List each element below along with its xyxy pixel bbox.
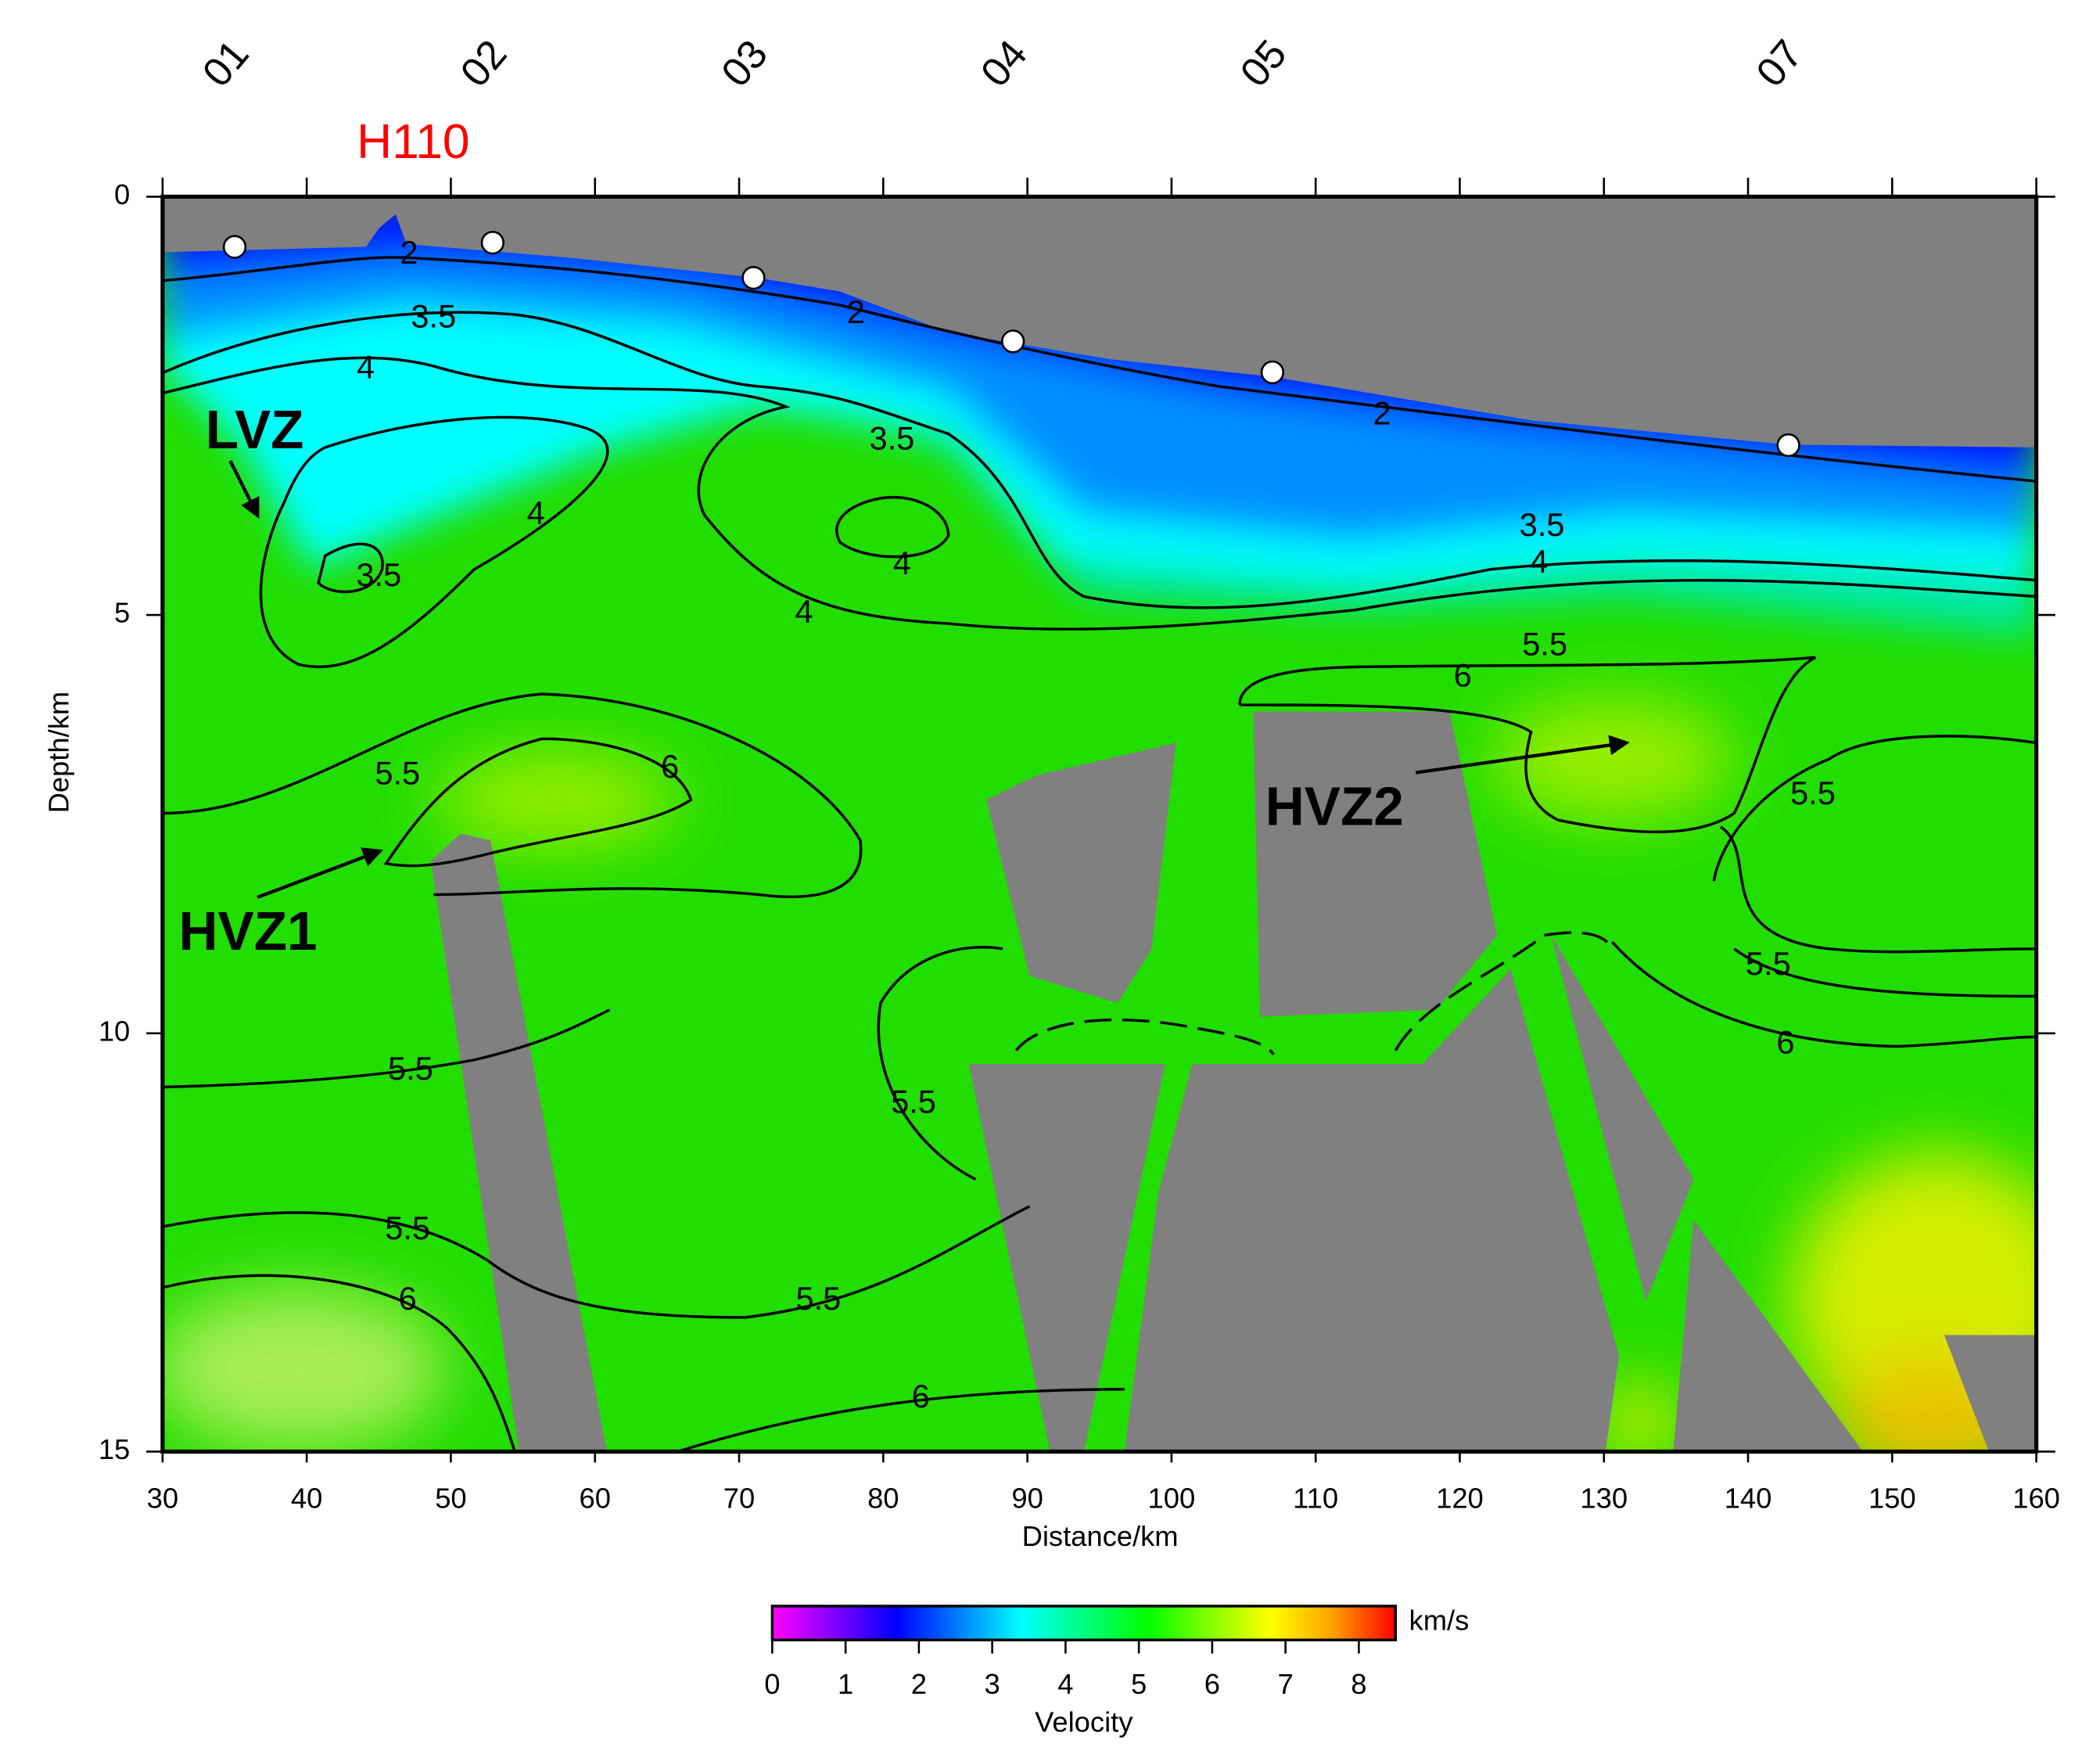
station [1776,433,1800,458]
station-label: 04 [972,31,1036,95]
annotation: HVZ1 [178,900,317,961]
x-tick-label: 40 [291,1482,322,1514]
colorbar-tick-label: 3 [985,1668,1000,1700]
contour-label: 2 [1373,395,1391,432]
x-tick-label: 140 [1725,1482,1772,1514]
contour-label: 4 [357,349,375,386]
contour-label: 5.5 [385,1209,430,1246]
station [741,265,766,290]
x-tick-label: 100 [1148,1482,1196,1514]
contour-label: 6 [661,748,679,785]
velocity-field [162,196,2037,1452]
contour-label: 4 [527,494,545,531]
colorbar-tick-label: 6 [1204,1668,1220,1700]
x-tick-label: 50 [435,1482,466,1514]
arrow [228,460,260,519]
colorbar-tick-label: 1 [838,1668,853,1700]
contour-label: 5.5 [1790,775,1836,811]
x-tick-label: 60 [580,1482,611,1514]
x-tick-label: 150 [1868,1482,1916,1514]
y-tick-label: 0 [114,178,130,210]
contour-label: 5.5 [891,1084,936,1120]
contour-label: 5.5 [388,1050,433,1087]
contour-label: 6 [1454,656,1472,693]
contour-label: 5.5 [795,1280,841,1317]
contour-label: 5.5 [1522,626,1567,663]
x-tick-label: 160 [2012,1482,2060,1514]
contour-label: 3.5 [1520,506,1565,543]
station-label: 05 [1232,31,1296,95]
contour-label: 4 [1530,543,1548,580]
annotation: HVZ2 [1265,775,1404,836]
y-tick-label: 10 [99,1015,130,1047]
contour-label: 2 [847,293,865,330]
colorbar-tick-label: 4 [1057,1668,1073,1700]
y-tick-label: 15 [99,1433,130,1465]
x-tick-label: 130 [1580,1482,1628,1514]
arrow [1415,735,1630,775]
x-tick-label: 120 [1436,1482,1484,1514]
annotations [228,460,1630,900]
x-tick-label: 80 [867,1482,899,1514]
colorbar-tick-label: 7 [1277,1668,1293,1700]
x-tick-label: 110 [1293,1482,1338,1514]
contour-label: 5.5 [375,754,420,791]
contour-label: 6 [1776,1024,1794,1061]
station-label: 07 [1748,31,1812,95]
colorbar-tick-label: 5 [1131,1668,1147,1700]
station-label: 01 [194,31,258,95]
station [1260,360,1285,385]
colorbar-tick-label: 8 [1351,1668,1366,1700]
contour-label: 3.5 [869,420,914,457]
arrow [257,847,383,900]
x-tick-label: 70 [723,1482,755,1514]
colorbar-label: Velocity [1035,1705,1133,1738]
contour-label: 6 [912,1378,930,1414]
contour-label: 3.5 [356,556,401,593]
contour-label: 3.5 [411,298,456,335]
y-axis-label: Depth/km [43,692,75,814]
x-tick-label: 90 [1011,1482,1043,1514]
x-axis-label: Distance/km [1022,1520,1179,1552]
station [480,231,505,255]
station-label: 02 [452,31,516,95]
chart-title: H110 [357,115,469,169]
contour-label: 6 [399,1280,417,1317]
annotation: LVZ [206,399,304,460]
colorbar-unit: km/s [1409,1604,1470,1636]
y-tick-label: 5 [114,597,130,629]
station-label: 03 [713,31,777,95]
contour-label: 4 [893,545,911,581]
x-tick-label: 30 [147,1482,178,1514]
plot-frame [160,194,2039,1454]
colorbar [770,1605,1397,1641]
contour-label: 4 [795,593,813,630]
colorbar-tick-label: 2 [911,1668,927,1700]
station [222,235,247,259]
colorbar-tick-label: 0 [764,1668,780,1700]
contour-label: 2 [400,234,418,271]
station [1000,329,1025,354]
contour-label: 5.5 [1746,945,1791,982]
